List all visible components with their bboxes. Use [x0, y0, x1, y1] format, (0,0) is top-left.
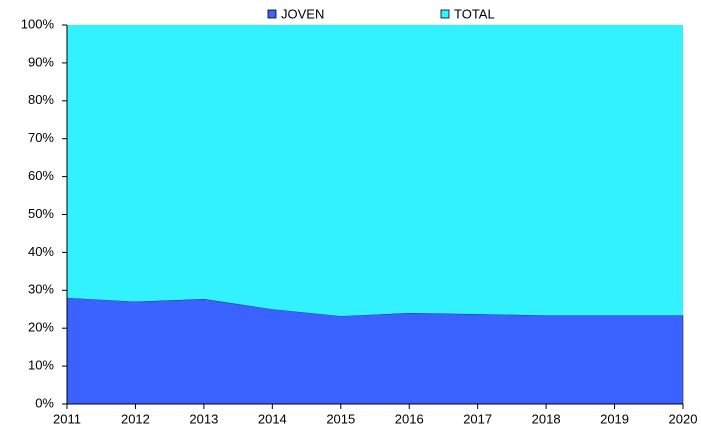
y-tick-label: 90%	[28, 54, 54, 69]
y-tick-label: 60%	[28, 168, 54, 183]
y-tick-label: 0%	[35, 395, 54, 410]
y-tick-label: 70%	[28, 130, 54, 145]
y-tick-label: 80%	[28, 92, 54, 107]
x-tick-label: 2011	[53, 411, 81, 426]
x-tick-label: 2014	[258, 411, 287, 426]
legend-swatch	[267, 9, 277, 19]
x-tick-label: 2017	[463, 411, 492, 426]
x-tick-label: 2012	[121, 411, 150, 426]
y-tick-label: 50%	[28, 206, 54, 221]
x-tick-label: 2020	[669, 411, 698, 426]
area	[67, 25, 683, 317]
x-tick-label: 2019	[600, 411, 629, 426]
y-tick-label: 10%	[28, 358, 54, 373]
x-tick-label: 2013	[189, 411, 218, 426]
x-tick-label: 2018	[532, 411, 561, 426]
x-tick-label: 2016	[395, 411, 424, 426]
x-tick-label: 2015	[326, 411, 355, 426]
y-tick-label: 30%	[28, 282, 54, 297]
legend-swatch	[440, 9, 450, 19]
legend-label: JOVEN	[281, 6, 324, 21]
y-tick-label: 40%	[28, 244, 54, 259]
y-tick-label: 100%	[21, 16, 55, 31]
legend-label: TOTAL	[454, 6, 495, 21]
y-tick-label: 20%	[28, 320, 54, 335]
